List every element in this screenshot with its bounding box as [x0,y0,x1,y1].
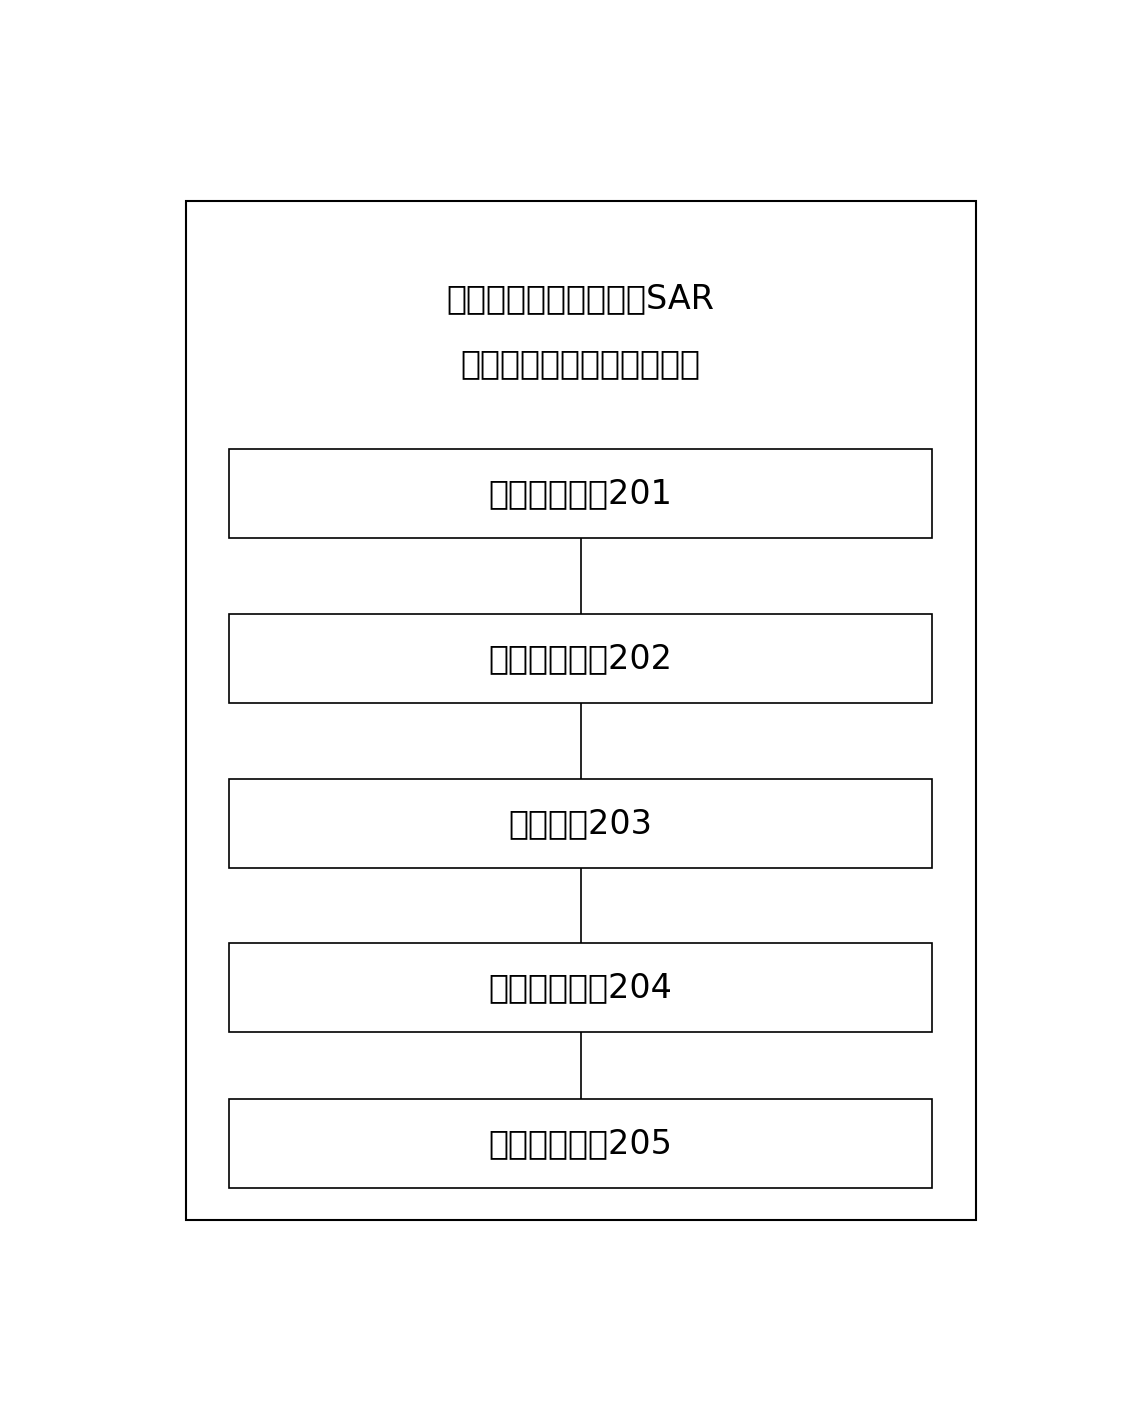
Text: 晶振切换单元201: 晶振切换单元201 [488,477,673,511]
Text: 功率放大单元202: 功率放大单元202 [488,642,673,675]
Bar [229,613,932,704]
Bar [229,1099,932,1189]
Text: 功率分配单元204: 功率分配单元204 [488,971,673,1005]
Bar [229,779,932,868]
Text: 滤波放大单元205: 滤波放大单元205 [488,1127,673,1161]
Bar [229,944,932,1033]
Text: 双基星载合成孔径雷达SAR: 双基星载合成孔径雷达SAR [446,283,715,315]
Bar [229,449,932,539]
Text: 倍频单元203: 倍频单元203 [509,806,653,840]
Text: 系统基准频率信号产生装置: 系统基准频率信号产生装置 [461,348,700,380]
